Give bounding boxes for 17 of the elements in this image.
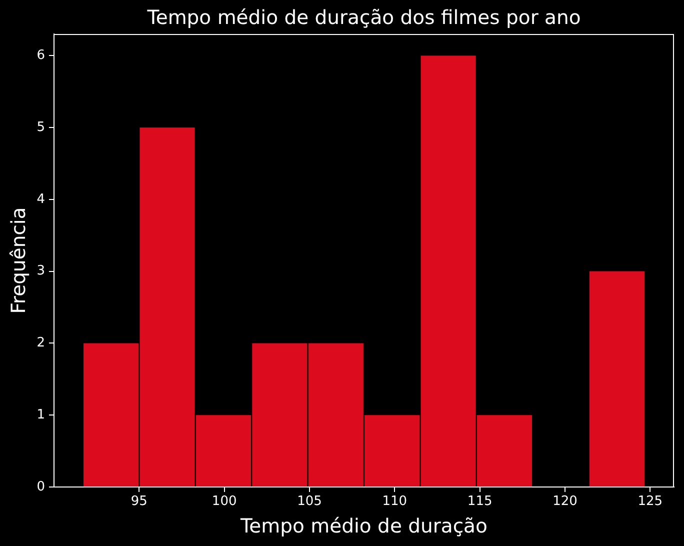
y-tick-label: 1 (36, 407, 45, 422)
y-axis-title: Frequência (6, 207, 30, 314)
y-tick-label: 5 (36, 120, 45, 135)
y-tick-label: 2 (36, 336, 45, 351)
chart-title: Tempo médio de duração dos filmes por ano (146, 6, 581, 30)
x-tick-label: 100 (212, 494, 237, 510)
y-tick-label: 4 (36, 192, 45, 207)
y-tick-label: 0 (36, 479, 45, 494)
x-axis-title: Tempo médio de duração (240, 514, 488, 538)
x-tick-label: 125 (638, 494, 663, 510)
x-tick-label: 115 (467, 494, 492, 510)
x-tick-label: 120 (552, 494, 578, 510)
x-tick-label: 105 (297, 494, 322, 510)
x-tick-label: 95 (130, 494, 148, 510)
x-tick-label: 110 (382, 494, 408, 510)
y-tick-label: 6 (36, 48, 45, 63)
y-tick-label: 3 (36, 264, 45, 279)
